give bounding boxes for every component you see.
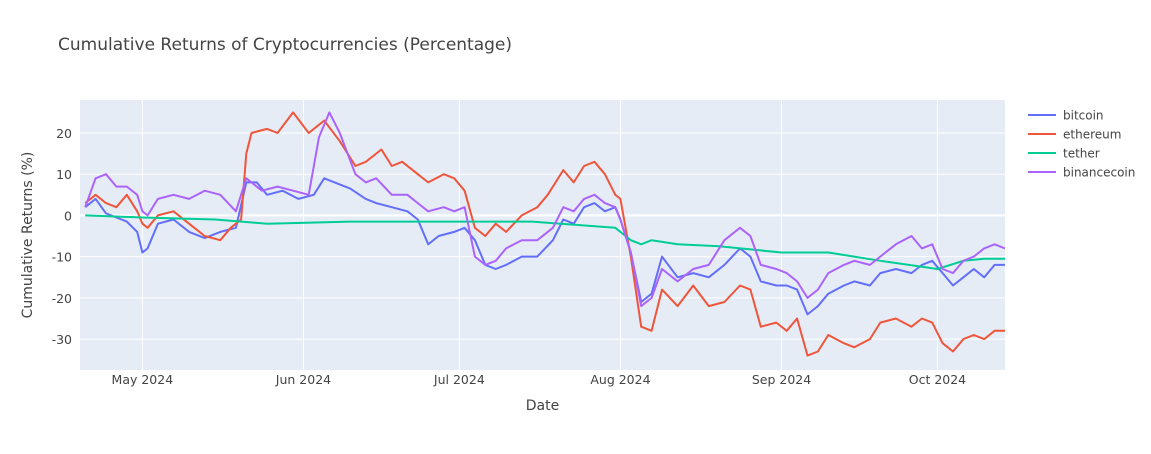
- legend-item-ethereum[interactable]: ethereum: [1028, 128, 1121, 142]
- y-axis-ticks: -30 -20 -10 0 10 20: [52, 126, 72, 347]
- legend-label: bitcoin: [1063, 109, 1104, 123]
- x-tick-label: Aug 2024: [590, 372, 650, 387]
- legend-label: ethereum: [1063, 128, 1121, 142]
- legend-item-bitcoin[interactable]: bitcoin: [1028, 109, 1104, 123]
- y-tick-label: 0: [64, 208, 72, 223]
- chart-title: Cumulative Returns of Cryptocurrencies (…: [58, 35, 512, 55]
- legend-item-binancecoin[interactable]: binancecoin: [1028, 166, 1135, 180]
- x-axis-label: Date: [526, 398, 559, 414]
- x-axis-ticks: May 2024 Jun 2024 Jul 2024 Aug 2024 Sep 2024…: [112, 372, 967, 387]
- y-tick-label: -30: [52, 332, 72, 347]
- y-tick-label: -10: [52, 250, 72, 265]
- y-tick-label: -20: [52, 291, 72, 306]
- series-line-bitcoin: [84, 177, 1005, 316]
- x-tick-label: Jun 2024: [275, 372, 331, 387]
- y-tick-label: 10: [56, 167, 72, 182]
- x-tick-label: Oct 2024: [909, 372, 966, 387]
- legend-item-tether[interactable]: tether: [1028, 147, 1100, 161]
- grid-lines: [80, 100, 1005, 370]
- series-lines: [84, 111, 1005, 357]
- x-tick-label: Jul 2024: [433, 372, 485, 387]
- series-line-tether: [85, 214, 1005, 270]
- y-axis-label: Cumulative Returns (%): [20, 152, 36, 319]
- y-tick-label: 20: [56, 126, 72, 141]
- x-tick-label: Sep 2024: [752, 372, 811, 387]
- legend-label: tether: [1063, 147, 1100, 161]
- series-line-binancecoin: [84, 111, 1005, 308]
- legend-label: binancecoin: [1063, 166, 1135, 180]
- legend[interactable]: bitcoin ethereum tether binancecoin: [1028, 109, 1135, 180]
- x-tick-label: May 2024: [112, 372, 174, 387]
- series-line-ethereum: [84, 111, 1005, 357]
